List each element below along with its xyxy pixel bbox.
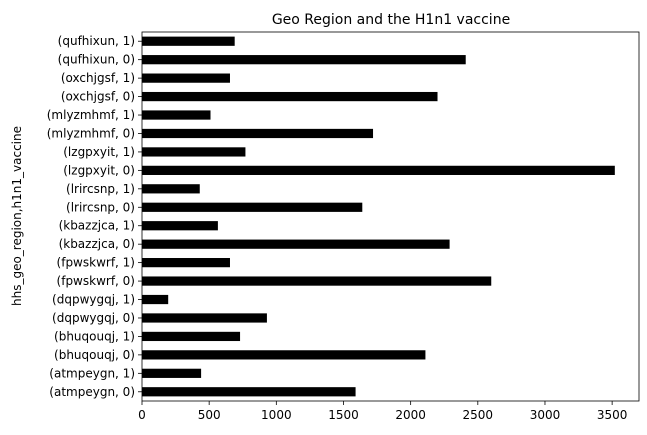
y-tick-label: (mlyzmhmf, 1)	[47, 108, 135, 122]
bar	[142, 128, 374, 139]
y-axis-label: hhs_geo_region,h1n1_vaccine	[10, 126, 24, 306]
y-tick-label: (lrircsnp, 0)	[66, 200, 135, 214]
bar	[142, 331, 241, 342]
bar	[142, 368, 202, 378]
y-tick-label: (kbazzjca, 1)	[59, 219, 135, 233]
y-tick-label: (dqpwygqj, 1)	[52, 293, 135, 307]
bar	[142, 55, 466, 65]
y-tick-label: (lrircsnp, 1)	[66, 182, 135, 196]
bar	[142, 147, 246, 157]
x-ticks-group: 0 500 1000 1500 2000 2500 3000 3500	[138, 401, 627, 422]
y-tick-label: (kbazzjca, 0)	[59, 237, 135, 251]
chart-title: Geo Region and the H1n1 vaccine	[272, 12, 510, 28]
x-tick-label: 2500	[463, 408, 494, 422]
plot-frame	[141, 31, 640, 402]
bar	[142, 73, 230, 83]
y-tick-label: (oxchjgsf, 1)	[61, 71, 135, 85]
bars-group	[142, 36, 615, 397]
bar	[142, 165, 615, 175]
y-tick-label: (qufhixun, 0)	[58, 53, 135, 67]
y-tick-label: (fpwskwrf, 1)	[57, 256, 135, 270]
bar	[142, 258, 230, 268]
bar	[142, 276, 492, 286]
y-tick-label: (atmpeygn, 0)	[49, 385, 135, 399]
y-tick-label: (bhuqouqj, 0)	[54, 348, 135, 362]
bar	[142, 239, 450, 249]
x-tick-label: 500	[198, 408, 221, 422]
y-tick-label: (bhuqouqj, 1)	[54, 329, 135, 343]
y-tick-label: (qufhixun, 1)	[58, 34, 135, 48]
bar	[142, 350, 426, 360]
x-tick-label: 2000	[395, 408, 426, 422]
bar	[142, 110, 211, 120]
x-tick-label: 0	[138, 408, 146, 422]
y-tick-label: (mlyzmhmf, 0)	[47, 126, 135, 140]
x-tick-label: 3000	[530, 408, 561, 422]
bar	[142, 184, 200, 194]
x-tick-label: 1000	[261, 408, 292, 422]
x-tick-label: 1500	[328, 408, 359, 422]
y-tick-label: (atmpeygn, 1)	[49, 366, 135, 380]
bar	[142, 387, 356, 397]
y-tick-label: (lzgpxyit, 0)	[63, 163, 135, 177]
bar	[142, 313, 267, 323]
y-ticks-group: (atmpeygn, 0) (atmpeygn, 1) (bhuqouqj, 0) (…	[47, 34, 142, 399]
y-tick-label: (fpwskwrf, 0)	[57, 274, 135, 288]
x-tick-label: 3500	[597, 408, 628, 422]
bar	[142, 221, 218, 231]
bar	[142, 91, 438, 102]
y-tick-label: (lzgpxyit, 1)	[63, 145, 135, 159]
bar	[142, 36, 235, 46]
bar	[142, 294, 169, 305]
y-tick-label: (oxchjgsf, 0)	[61, 90, 135, 104]
y-tick-label: (dqpwygqj, 0)	[52, 311, 135, 325]
bar	[142, 202, 363, 212]
